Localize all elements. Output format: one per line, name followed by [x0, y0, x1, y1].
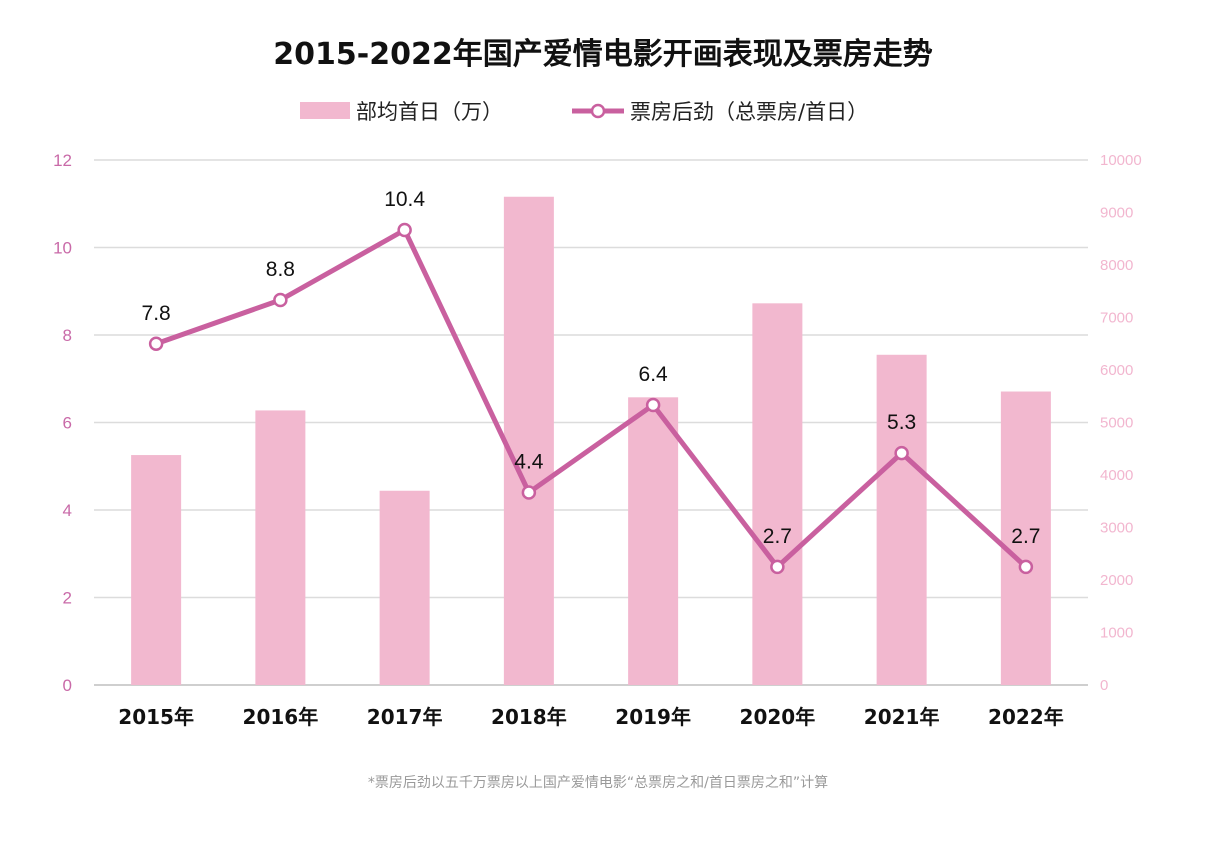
line-point	[148, 336, 164, 351]
line-point	[770, 559, 785, 575]
y-right-tick-label: 3000	[1100, 520, 1133, 537]
y-left-tick-label: 8	[63, 326, 72, 345]
data-label: 10.4	[384, 188, 425, 211]
x-tick-label: 2016年	[243, 705, 319, 729]
bar	[379, 490, 430, 685]
legend-bar-swatch	[300, 102, 350, 119]
y-left-tick-label: 12	[53, 151, 72, 170]
legend-line-marker	[590, 103, 606, 119]
x-tick-label: 2019年	[615, 705, 691, 729]
y-right-tick-label: 4000	[1100, 467, 1133, 484]
x-axis: 2015年 2016年 2017年 2018年 2019年 2020年 2021年 2022年	[118, 705, 1063, 729]
y-right-tick-label: 0	[1100, 677, 1108, 694]
line-point	[273, 292, 288, 308]
series-line	[155, 227, 1028, 570]
chart-title: 2015-2022年国产爱情电影开画表现及票房走势	[273, 37, 932, 72]
x-tick-label: 2017年	[367, 705, 443, 729]
legend-bar-label: 部均首日（万）	[356, 100, 503, 124]
y-right-tick-label: 8000	[1100, 257, 1133, 274]
y-right-tick-label: 5000	[1100, 415, 1133, 432]
bar	[503, 196, 554, 685]
y-left-tick-label: 2	[63, 589, 72, 608]
bar	[255, 410, 306, 685]
data-label: 4.4	[514, 451, 544, 474]
y-right-tick-label: 1000	[1100, 625, 1133, 642]
y-left-tick-label: 4	[63, 501, 72, 520]
y-left-tick-label: 0	[63, 676, 72, 695]
bar-series	[131, 196, 1051, 685]
data-label: 7.8	[142, 302, 171, 325]
bar	[131, 455, 182, 685]
y-right-tick-label: 6000	[1100, 362, 1133, 379]
bar	[628, 397, 679, 685]
y-right-tick-label: 2000	[1100, 572, 1133, 589]
data-label: 5.3	[887, 411, 916, 434]
footnote: *票房后劲以五千万票房以上国产爱情电影“总票房之和/首日票房之和”计算	[368, 775, 828, 791]
bar	[876, 354, 927, 685]
y-right-tick-label: 7000	[1100, 310, 1133, 327]
bar	[752, 303, 803, 685]
gridlines	[94, 159, 1088, 686]
line-point	[397, 222, 412, 238]
x-tick-label: 2021年	[864, 705, 940, 729]
line-point	[645, 397, 661, 413]
legend-line-label: 票房后劲（总票房/首日）	[630, 100, 868, 124]
data-label: 6.4	[639, 363, 669, 386]
legend: 部均首日（万） 票房后劲（总票房/首日）	[300, 100, 868, 124]
x-tick-label: 2022年	[988, 705, 1064, 729]
y-right-tick-label: 10000	[1100, 152, 1142, 169]
y-right-tick-label: 9000	[1100, 205, 1133, 222]
x-tick-label: 2015年	[118, 705, 194, 729]
line-series: 7.8 8.8 10.4 4.4 6.4 2.7 5.3 2.7	[142, 188, 1040, 575]
line-point	[1018, 559, 1034, 575]
y-left-tick-label: 10	[53, 239, 72, 258]
y-axis-right: 0 1000 2000 3000 4000 5000 6000 7000 8000 9000 100…	[1100, 152, 1142, 694]
data-label: 8.8	[266, 258, 295, 281]
x-tick-label: 2018年	[491, 705, 567, 729]
y-axis-left: 0 2 4 6 8 10 12	[53, 151, 72, 695]
data-label: 2.7	[763, 525, 792, 548]
data-label: 2.7	[1011, 525, 1040, 548]
line-point	[894, 445, 909, 461]
bar	[1000, 391, 1051, 685]
y-left-tick-label: 6	[63, 414, 72, 433]
x-tick-label: 2020年	[740, 705, 816, 729]
line-point	[521, 485, 537, 500]
